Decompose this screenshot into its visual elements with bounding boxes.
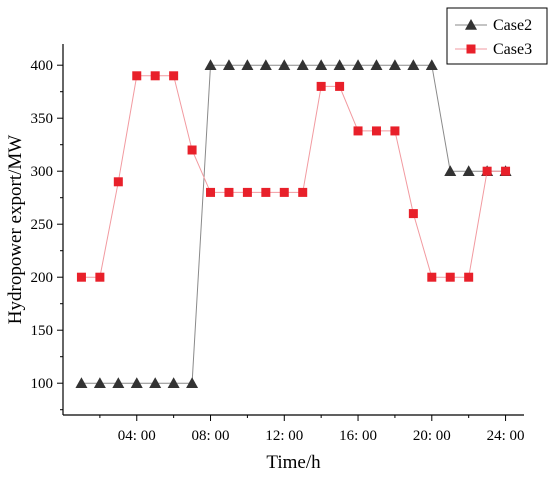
- y-tick-label: 150: [31, 323, 54, 339]
- series-line: [81, 75, 506, 278]
- data-point: [501, 166, 511, 176]
- data-point: [113, 177, 123, 187]
- data-point: [388, 59, 401, 70]
- data-point: [93, 377, 106, 388]
- y-tick-label: 100: [31, 376, 54, 392]
- axes-layer: [62, 44, 524, 416]
- data-point: [316, 81, 326, 91]
- data-point: [187, 145, 197, 155]
- data-point: [132, 71, 142, 81]
- y-tick-label: 200: [31, 270, 54, 286]
- data-point: [296, 59, 309, 70]
- data-point: [353, 126, 363, 136]
- data-point: [462, 165, 475, 176]
- data-point: [482, 166, 492, 176]
- legend-label: Case2: [493, 17, 532, 34]
- data-point: [167, 377, 180, 388]
- y-tick-label: 300: [31, 164, 54, 180]
- x-axis-title: Time/h: [266, 452, 321, 473]
- data-point: [333, 59, 346, 70]
- legend-label: Case3: [493, 41, 532, 58]
- y-tick-label: 400: [31, 58, 54, 74]
- series-line: [81, 64, 506, 384]
- data-point: [464, 272, 474, 282]
- x-tick-label: 12: 00: [265, 428, 303, 444]
- ticks-layer: 100 150 200 250 300 350 400 04: 00 08: 00 12: 00 1…: [31, 58, 525, 444]
- data-point: [76, 272, 86, 282]
- data-point: [259, 59, 272, 70]
- data-point: [370, 59, 383, 70]
- legend-marker: [466, 44, 476, 54]
- data-point: [75, 377, 88, 388]
- data-point: [204, 59, 217, 70]
- x-tick-label: 08: 00: [192, 428, 230, 444]
- data-point: [95, 272, 105, 282]
- data-point: [169, 71, 179, 81]
- data-point: [206, 187, 216, 197]
- data-point: [149, 377, 162, 388]
- data-point: [150, 71, 160, 81]
- series-layer: [75, 59, 512, 388]
- series-case3: [76, 71, 511, 282]
- x-tick-label: 20: 00: [413, 428, 451, 444]
- y-tick-label: 350: [31, 111, 54, 127]
- data-point: [371, 126, 381, 136]
- data-point: [261, 187, 271, 197]
- data-point: [445, 272, 455, 282]
- data-point: [352, 59, 365, 70]
- legend: Case2 Case3: [446, 7, 548, 65]
- data-point: [279, 187, 289, 197]
- data-point: [112, 377, 125, 388]
- data-point: [298, 187, 308, 197]
- data-point: [425, 59, 438, 70]
- data-point: [130, 377, 143, 388]
- data-point: [390, 126, 400, 136]
- data-point: [427, 272, 437, 282]
- x-tick-label: 24: 00: [487, 428, 525, 444]
- data-point: [315, 59, 328, 70]
- data-point: [408, 209, 418, 219]
- y-axis-title: Hydropower export/MW: [5, 135, 26, 324]
- data-point: [224, 187, 234, 197]
- legend-box: [446, 7, 548, 65]
- series-case2: [75, 59, 512, 388]
- data-point: [186, 377, 199, 388]
- legend-marker: [465, 19, 477, 30]
- y-tick-label: 250: [31, 217, 54, 233]
- data-point: [241, 59, 254, 70]
- data-point: [444, 165, 457, 176]
- x-tick-label: 04: 00: [118, 428, 156, 444]
- data-point: [242, 187, 252, 197]
- data-point: [278, 59, 291, 70]
- data-point: [407, 59, 420, 70]
- data-point: [335, 81, 345, 91]
- data-point: [222, 59, 235, 70]
- x-tick-label: 16: 00: [339, 428, 377, 444]
